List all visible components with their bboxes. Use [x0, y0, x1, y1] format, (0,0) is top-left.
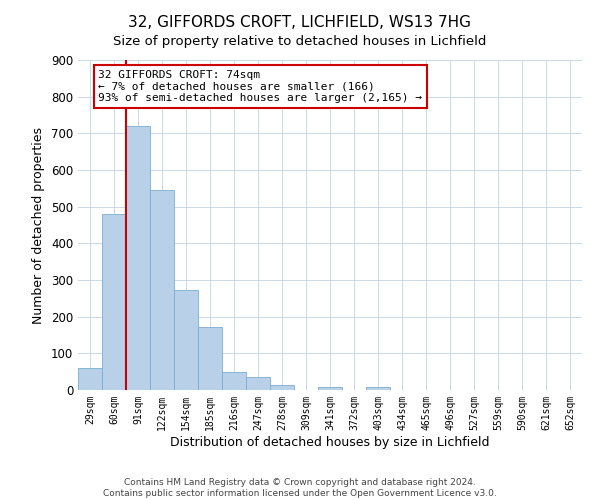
Bar [174, 290, 198, 390]
Bar [318, 387, 342, 390]
X-axis label: Distribution of detached houses by size in Lichfield: Distribution of detached houses by size … [170, 436, 490, 448]
Text: Size of property relative to detached houses in Lichfield: Size of property relative to detached ho… [113, 35, 487, 48]
Y-axis label: Number of detached properties: Number of detached properties [32, 126, 46, 324]
Text: 32 GIFFORDS CROFT: 74sqm
← 7% of detached houses are smaller (166)
93% of semi-d: 32 GIFFORDS CROFT: 74sqm ← 7% of detache… [98, 70, 422, 103]
Bar [270, 384, 294, 390]
Bar [222, 372, 246, 390]
Bar [246, 377, 270, 390]
Bar [78, 368, 102, 390]
Bar [198, 326, 222, 390]
Bar [366, 388, 390, 390]
Text: Contains HM Land Registry data © Crown copyright and database right 2024.
Contai: Contains HM Land Registry data © Crown c… [103, 478, 497, 498]
Bar [126, 126, 150, 390]
Bar [102, 214, 126, 390]
Text: 32, GIFFORDS CROFT, LICHFIELD, WS13 7HG: 32, GIFFORDS CROFT, LICHFIELD, WS13 7HG [128, 15, 472, 30]
Bar [150, 190, 174, 390]
